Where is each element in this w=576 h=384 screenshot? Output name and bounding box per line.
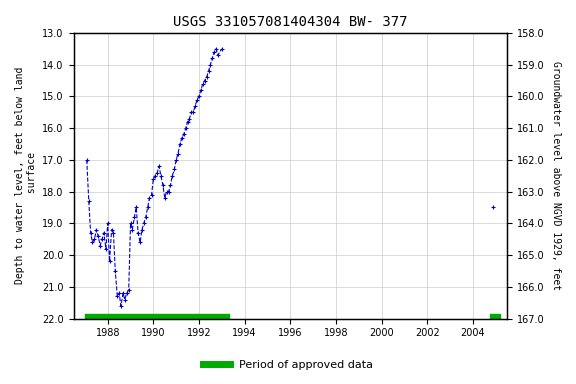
Legend: Period of approved data: Period of approved data [198, 356, 378, 375]
Y-axis label: Depth to water level, feet below land
 surface: Depth to water level, feet below land su… [15, 67, 37, 285]
Title: USGS 331057081404304 BW- 377: USGS 331057081404304 BW- 377 [173, 15, 407, 29]
Y-axis label: Groundwater level above NGVD 1929, feet: Groundwater level above NGVD 1929, feet [551, 61, 561, 290]
